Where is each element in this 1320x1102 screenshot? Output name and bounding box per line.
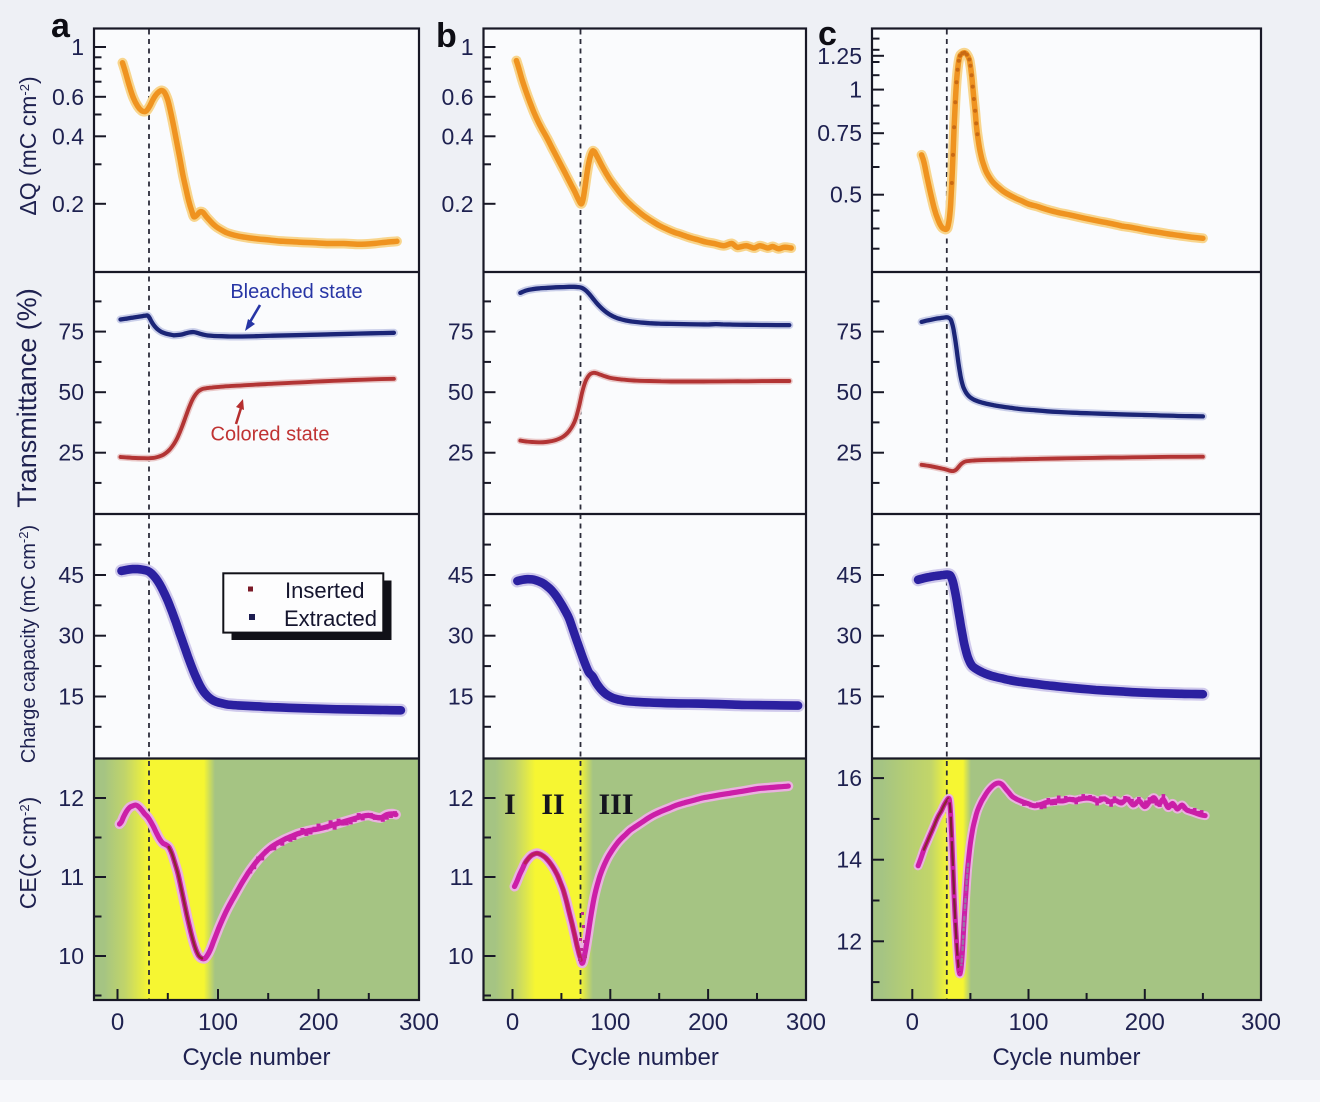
svg-text:0: 0 <box>506 1009 519 1036</box>
svg-text:b: b <box>436 17 457 55</box>
svg-text:0: 0 <box>906 1009 919 1036</box>
svg-text:75: 75 <box>448 319 474 345</box>
svg-text:50: 50 <box>58 379 84 405</box>
svg-text:0.2: 0.2 <box>442 191 474 217</box>
svg-text:0.4: 0.4 <box>52 123 84 149</box>
svg-text:50: 50 <box>448 379 474 405</box>
svg-text:a: a <box>51 7 71 45</box>
svg-text:45: 45 <box>58 562 84 588</box>
svg-text:1.25: 1.25 <box>817 43 862 69</box>
svg-text:25: 25 <box>836 440 862 466</box>
svg-text:0: 0 <box>111 1009 124 1036</box>
svg-text:10: 10 <box>58 943 84 969</box>
svg-text:c: c <box>818 15 837 53</box>
svg-text:Bleached state: Bleached state <box>230 281 362 303</box>
svg-text:100: 100 <box>198 1009 238 1036</box>
svg-text:0.5: 0.5 <box>830 182 862 208</box>
svg-text:III: III <box>598 788 633 821</box>
svg-text:10: 10 <box>448 943 474 969</box>
svg-text:300: 300 <box>1241 1009 1281 1036</box>
svg-text:ΔQ (mC cm-2): ΔQ (mC cm-2) <box>15 76 41 215</box>
svg-text:1: 1 <box>461 34 474 60</box>
svg-text:300: 300 <box>399 1009 439 1036</box>
svg-text:I: I <box>504 788 516 821</box>
svg-text:11: 11 <box>60 864 84 890</box>
svg-text:25: 25 <box>448 440 474 466</box>
svg-text:75: 75 <box>836 319 862 345</box>
svg-text:11: 11 <box>450 864 474 890</box>
svg-text:200: 200 <box>688 1009 728 1036</box>
svg-text:Cycle number: Cycle number <box>571 1044 719 1071</box>
svg-text:30: 30 <box>58 623 84 649</box>
svg-text:1: 1 <box>849 77 862 103</box>
svg-text:75: 75 <box>58 319 84 345</box>
svg-text:50: 50 <box>836 379 862 405</box>
svg-text:15: 15 <box>58 684 84 710</box>
svg-text:Charge capacity (mC cm-2): Charge capacity (mC cm-2) <box>16 525 40 763</box>
svg-text:15: 15 <box>448 684 474 710</box>
svg-text:15: 15 <box>836 684 862 710</box>
svg-text:16: 16 <box>836 765 862 791</box>
svg-text:12: 12 <box>58 785 84 811</box>
svg-text:0.6: 0.6 <box>52 84 84 110</box>
svg-text:0.6: 0.6 <box>442 84 474 110</box>
svg-text:12: 12 <box>448 785 474 811</box>
svg-text:1: 1 <box>71 34 84 60</box>
svg-text:Extracted: Extracted <box>284 606 377 631</box>
svg-text:12: 12 <box>836 928 862 954</box>
svg-text:II: II <box>541 788 564 821</box>
svg-text:200: 200 <box>1125 1009 1165 1036</box>
svg-text:25: 25 <box>58 440 84 466</box>
svg-text:45: 45 <box>448 562 474 588</box>
svg-text:200: 200 <box>298 1009 338 1036</box>
svg-text:Inserted: Inserted <box>285 578 365 603</box>
svg-text:14: 14 <box>836 847 862 873</box>
svg-text:0.4: 0.4 <box>442 123 474 149</box>
svg-text:Transmittance (%): Transmittance (%) <box>12 288 42 508</box>
svg-text:100: 100 <box>1008 1009 1048 1036</box>
svg-text:300: 300 <box>786 1009 826 1036</box>
svg-text:30: 30 <box>448 623 474 649</box>
svg-text:Cycle number: Cycle number <box>182 1044 330 1071</box>
svg-text:Cycle number: Cycle number <box>992 1044 1140 1071</box>
svg-text:100: 100 <box>590 1009 630 1036</box>
svg-text:0.75: 0.75 <box>817 120 862 146</box>
svg-text:Colored state: Colored state <box>211 424 330 446</box>
svg-text:30: 30 <box>836 623 862 649</box>
svg-text:45: 45 <box>836 562 862 588</box>
svg-text:0.2: 0.2 <box>52 191 84 217</box>
